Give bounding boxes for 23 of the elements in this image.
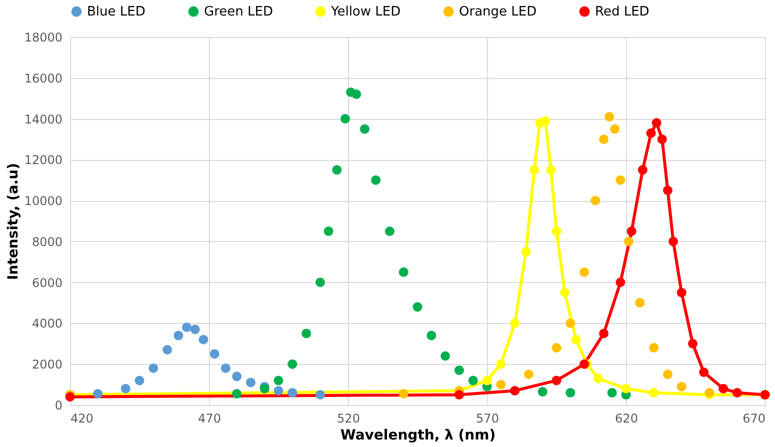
y-tick-label: 10000 [24,194,62,208]
y-tick-label: 0 [54,398,62,412]
y-tick-label: 2000 [32,358,62,372]
legend-label: Red LED [595,4,650,20]
x-tick-label: 670 [742,412,766,426]
x-tick-label: 570 [476,412,499,426]
x-tick-label: 420 [70,412,94,426]
y-tick-label: 4000 [32,316,62,331]
legend-label: Yellow LED [330,4,401,20]
x-tick-label: 620 [615,412,638,426]
legend-label: Orange LED [459,4,537,20]
y-tick-label: 14000 [24,112,62,126]
x-tick-label: 520 [337,412,360,426]
y-axis-title: Intensity, (a.u) [5,163,22,280]
y-tick-label: 8000 [32,234,62,249]
y-tick-label: 16000 [24,71,62,86]
y-tick-label: 18000 [24,30,62,44]
y-tick-label: 6000 [32,276,62,290]
x-tick-label: 470 [198,412,221,426]
x-axis-title: Wavelength, λ (nm) [340,428,496,444]
legend-label: Green LED [204,4,273,20]
y-tick-label: 12000 [24,153,62,168]
legend-label: Blue LED [87,4,146,20]
